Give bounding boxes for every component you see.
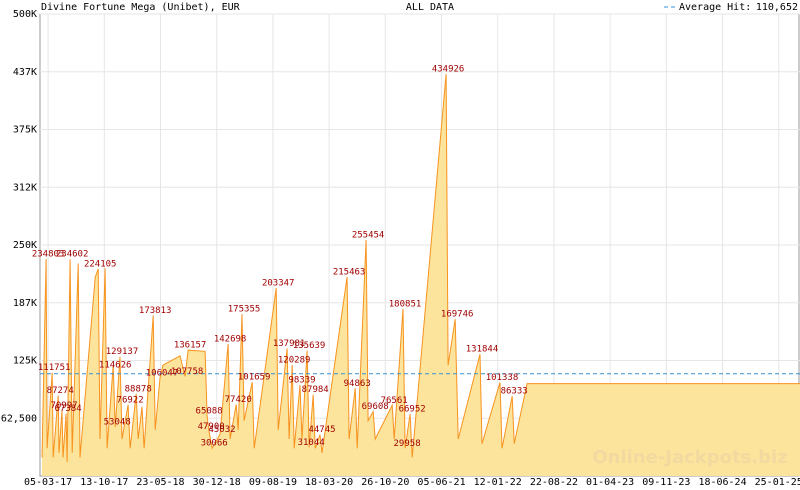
y-tick-label: 437K (13, 67, 37, 78)
x-tick-label: 23-05-18 (136, 477, 184, 488)
data-label: 44745 (308, 425, 335, 435)
data-label: 434926 (432, 65, 465, 75)
chart-title: Divine Fortune Mega (Unibet), EUR (41, 2, 241, 13)
data-label: 234803 (32, 250, 65, 260)
data-label: 136157 (174, 341, 207, 351)
area-fill (42, 74, 800, 476)
x-tick-label: 09-08-19 (249, 477, 297, 488)
data-label: 69608 (362, 402, 389, 412)
data-label: 65088 (196, 406, 223, 416)
data-label: 67384 (55, 404, 82, 414)
y-tick-label: 125K (13, 356, 37, 367)
data-label: 169746 (441, 310, 474, 320)
x-tick-label: 26-10-20 (361, 477, 409, 488)
data-label: 142698 (214, 335, 247, 345)
data-label: 255454 (352, 230, 385, 240)
data-label: 87984 (302, 385, 329, 395)
data-label: 175355 (228, 304, 261, 314)
data-label: 135639 (293, 341, 326, 351)
data-label: 76561 (381, 396, 408, 406)
data-label: 101659 (238, 373, 271, 383)
data-label: 70997 (50, 401, 77, 411)
x-tick-label: 05-03-17 (24, 477, 72, 488)
data-label: 77420 (225, 395, 252, 405)
x-tick-label: 12-01-22 (474, 477, 522, 488)
data-label: 88878 (125, 384, 152, 394)
legend-label: Average Hit: (679, 2, 751, 13)
chart-subtitle: ALL DATA (406, 2, 454, 13)
data-label: 76922 (117, 395, 144, 405)
line (41, 74, 800, 463)
data-label: 215463 (333, 267, 366, 277)
data-label: 29958 (394, 439, 421, 449)
data-label: 173813 (139, 306, 172, 316)
data-label: 86333 (501, 387, 528, 397)
data-label: 224105 (84, 259, 117, 269)
data-label: 53048 (104, 417, 131, 427)
y-tick-label: 375K (13, 125, 37, 136)
data-label: 131844 (466, 345, 499, 355)
data-label: 87274 (47, 386, 74, 396)
x-tick-label: 01-04-23 (586, 477, 634, 488)
data-label: 66952 (399, 405, 426, 415)
data-label: 111751 (38, 363, 71, 373)
data-label: 120289 (278, 355, 311, 365)
x-tick-label: 13-10-17 (80, 477, 128, 488)
data-label: 234602 (56, 250, 89, 260)
x-tick-label: 18-06-24 (698, 477, 746, 488)
legend-value: 110,652 (756, 2, 798, 13)
x-tick-label: 25-01-25 (755, 477, 800, 488)
data-label: 98339 (288, 376, 315, 386)
data-label: 94863 (344, 379, 371, 389)
y-tick-label: 62,500 (1, 413, 37, 424)
data-label: 101338 (486, 373, 519, 383)
data-label: 106047 (146, 369, 179, 379)
data-label: 107758 (171, 367, 204, 377)
data-label: 31044 (298, 438, 325, 448)
data-label: 137981 (273, 339, 306, 349)
data-label: 129137 (106, 347, 139, 357)
data-label: 47900 (198, 422, 225, 432)
data-label: 180851 (389, 299, 422, 309)
y-tick-label: 500K (13, 9, 37, 20)
y-tick-label: 250K (13, 240, 37, 251)
x-tick-label: 30-12-18 (193, 477, 241, 488)
data-label: 114626 (99, 361, 132, 371)
x-tick-label: 18-03-20 (305, 477, 353, 488)
data-label: 30066 (201, 439, 228, 449)
x-tick-label: 09-11-23 (642, 477, 690, 488)
data-label: 45032 (208, 425, 235, 435)
y-tick-label: 187K (13, 298, 37, 309)
watermark: Online-Jackpots.biz (592, 447, 787, 468)
x-tick-label: 05-06-21 (417, 477, 465, 488)
y-tick-label: 312K (13, 182, 37, 193)
x-tick-label: 22-08-22 (530, 477, 578, 488)
data-label: 203347 (262, 279, 295, 289)
